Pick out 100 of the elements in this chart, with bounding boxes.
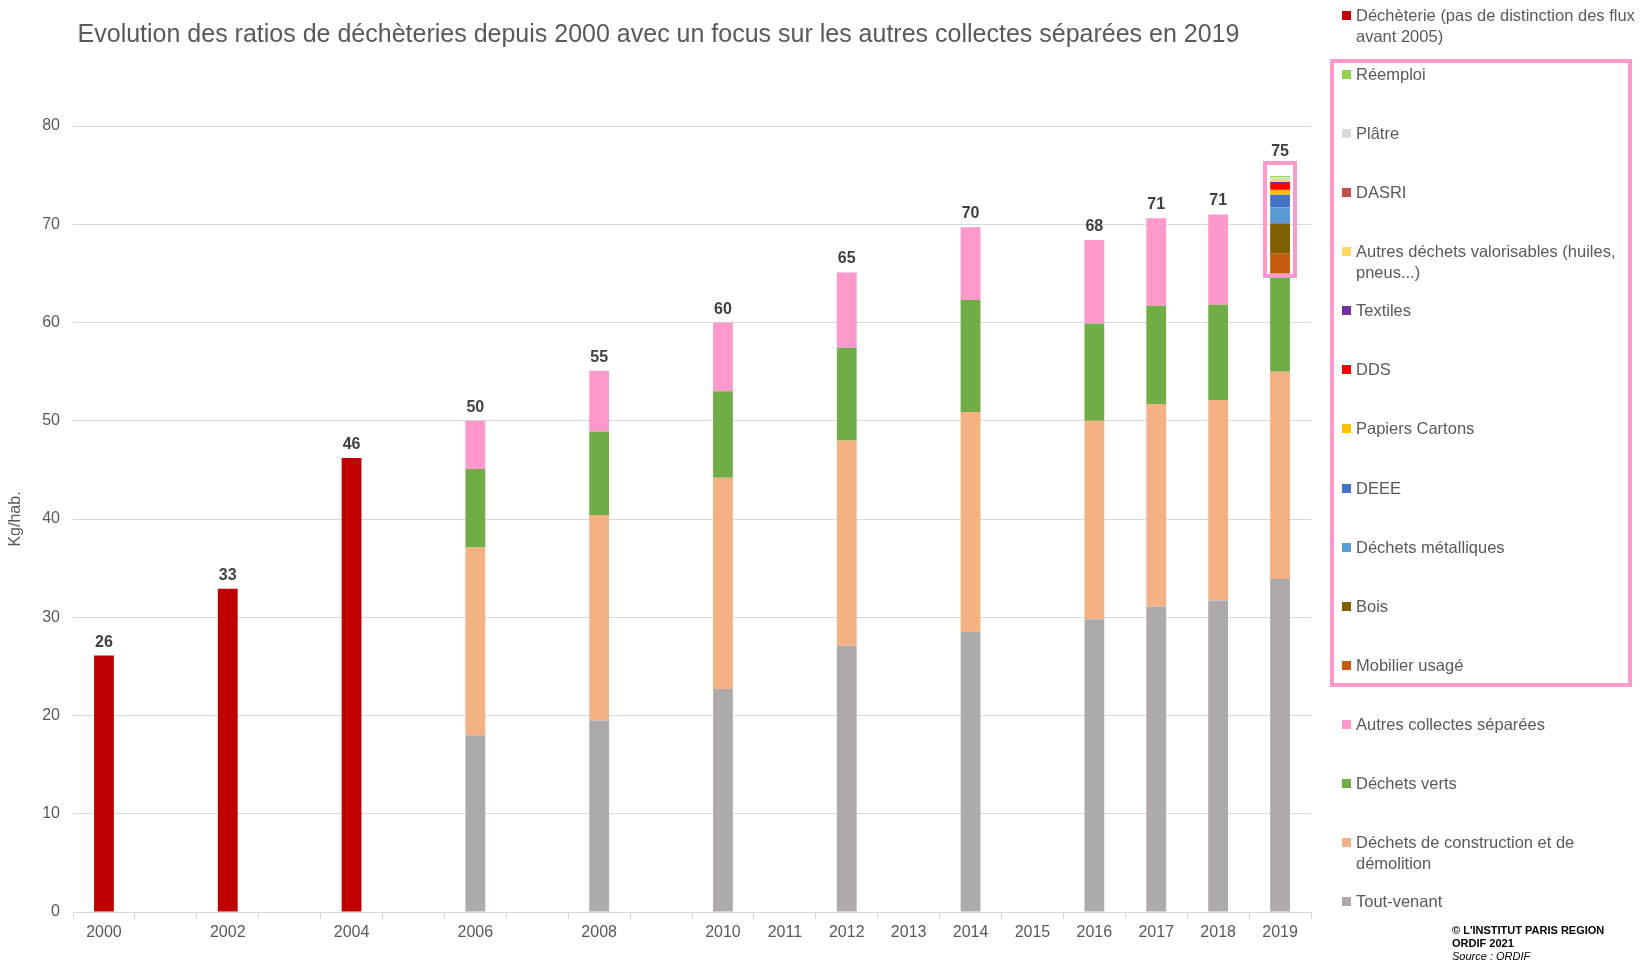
total-label: 75 bbox=[1271, 142, 1290, 160]
legend-label: Bois bbox=[1356, 595, 1390, 617]
source-note: Source : ORDIF bbox=[1452, 950, 1531, 963]
bar bbox=[1146, 218, 1167, 306]
legend-label: Autres collectes séparées bbox=[1356, 713, 1546, 735]
x-tick-label: 2004 bbox=[333, 923, 370, 941]
bar bbox=[1270, 207, 1290, 224]
x-tick-label: 2017 bbox=[1138, 923, 1175, 941]
bar bbox=[465, 735, 486, 912]
text: © L'INSTITUT PARIS REGION bbox=[1452, 924, 1605, 937]
x-tick-label: 2015 bbox=[1014, 923, 1051, 941]
legend-label: Textiles bbox=[1356, 300, 1413, 322]
bar bbox=[836, 272, 857, 349]
bar bbox=[465, 468, 486, 548]
total-label: 33 bbox=[218, 565, 237, 583]
bar bbox=[341, 458, 362, 912]
total-label: 71 bbox=[1147, 195, 1166, 213]
bar bbox=[960, 631, 981, 912]
bar bbox=[589, 720, 610, 912]
bar bbox=[1270, 194, 1290, 208]
x-tick-label: 2006 bbox=[457, 923, 494, 941]
chart-title: Evolution des ratios de déchèteries depuis 2000 avec un focus sur les autres collectes séparées en 2019 bbox=[77, 18, 1240, 47]
bar bbox=[836, 348, 857, 441]
bar bbox=[1270, 223, 1290, 254]
bar bbox=[217, 588, 238, 912]
bar bbox=[713, 477, 733, 689]
bar bbox=[1208, 600, 1229, 912]
bar bbox=[465, 420, 486, 469]
x-tick-label: 2008 bbox=[581, 923, 618, 941]
legend-label: DDS bbox=[1356, 359, 1392, 381]
bar bbox=[1270, 182, 1290, 190]
legend-label: Déchets de construction et de démolition bbox=[1356, 831, 1576, 874]
y-tick-label: 50 bbox=[42, 411, 61, 429]
bar bbox=[1208, 214, 1229, 305]
bar bbox=[1146, 404, 1167, 607]
x-tick-label: 2019 bbox=[1262, 923, 1298, 941]
bar bbox=[1084, 619, 1105, 912]
y-tick-label: 70 bbox=[42, 214, 61, 232]
bar bbox=[1084, 239, 1105, 324]
bar bbox=[1270, 189, 1290, 195]
text: ORDIF 2021 bbox=[1452, 937, 1514, 950]
total-label: 26 bbox=[95, 632, 113, 650]
bar bbox=[960, 411, 981, 632]
total-label: 50 bbox=[466, 397, 485, 415]
total-label: 60 bbox=[714, 299, 732, 317]
x-tick-label: 2002 bbox=[209, 923, 246, 941]
bar bbox=[1146, 606, 1167, 912]
total-label: 71 bbox=[1209, 191, 1228, 209]
legend-label: Mobilier usagé bbox=[1356, 654, 1465, 676]
bar bbox=[713, 688, 733, 912]
bar bbox=[465, 547, 486, 736]
legend-label: Tout-venant bbox=[1356, 891, 1444, 913]
legend-label: DASRI bbox=[1356, 182, 1408, 204]
x-tick-label: 2013 bbox=[890, 923, 927, 941]
bar bbox=[713, 391, 733, 478]
x-tick-label: 2014 bbox=[952, 923, 989, 941]
y-tick-label: 20 bbox=[42, 705, 61, 723]
bar bbox=[589, 431, 610, 516]
total-label: 68 bbox=[1085, 216, 1104, 234]
legend-label: Papiers Cartons bbox=[1356, 418, 1476, 440]
bar bbox=[1146, 305, 1167, 405]
legend-label: Réemploi bbox=[1356, 64, 1427, 86]
total-label: 46 bbox=[342, 435, 361, 453]
bar bbox=[960, 299, 981, 412]
y-tick-label: 40 bbox=[42, 509, 61, 527]
total-label: 55 bbox=[590, 347, 609, 365]
bar bbox=[1270, 253, 1290, 274]
bar bbox=[1270, 371, 1290, 579]
bar bbox=[960, 227, 981, 300]
legend-label: Autres déchets valorisables (huiles, pneus...) bbox=[1356, 241, 1617, 284]
y-tick-label: 30 bbox=[42, 607, 61, 625]
y-tick-label: 80 bbox=[42, 116, 61, 134]
y-tick-label: 10 bbox=[42, 804, 61, 822]
bar bbox=[589, 370, 610, 432]
x-tick-label: 2012 bbox=[828, 923, 865, 941]
x-tick-label: 2010 bbox=[705, 923, 741, 941]
y-axis-title: Kg/hab. bbox=[6, 491, 24, 547]
legend-label: DEEE bbox=[1356, 477, 1402, 499]
bar bbox=[1084, 420, 1105, 620]
y-tick-label: 0 bbox=[51, 902, 61, 920]
bar bbox=[1270, 578, 1290, 912]
bar bbox=[1208, 400, 1229, 601]
total-label: 70 bbox=[961, 204, 980, 222]
legend-label: Déchèterie (pas de distinction des flux avant 2005) bbox=[1356, 5, 1636, 47]
bar bbox=[1208, 304, 1229, 401]
x-tick-label: 2000 bbox=[86, 923, 122, 941]
bar bbox=[713, 322, 733, 392]
bar bbox=[589, 515, 610, 721]
x-tick-label: 2016 bbox=[1076, 923, 1113, 941]
bar bbox=[836, 440, 857, 646]
bar bbox=[836, 645, 857, 912]
legend-label: Déchets verts bbox=[1356, 772, 1458, 794]
legend-label: Déchets métalliques bbox=[1356, 536, 1506, 558]
legend-label: Plâtre bbox=[1356, 123, 1401, 145]
total-label: 65 bbox=[837, 249, 856, 267]
x-tick-label: 2011 bbox=[767, 923, 803, 941]
bar bbox=[94, 655, 114, 912]
bar bbox=[1084, 323, 1105, 421]
y-tick-label: 60 bbox=[42, 312, 61, 330]
x-tick-label: 2018 bbox=[1200, 923, 1237, 941]
